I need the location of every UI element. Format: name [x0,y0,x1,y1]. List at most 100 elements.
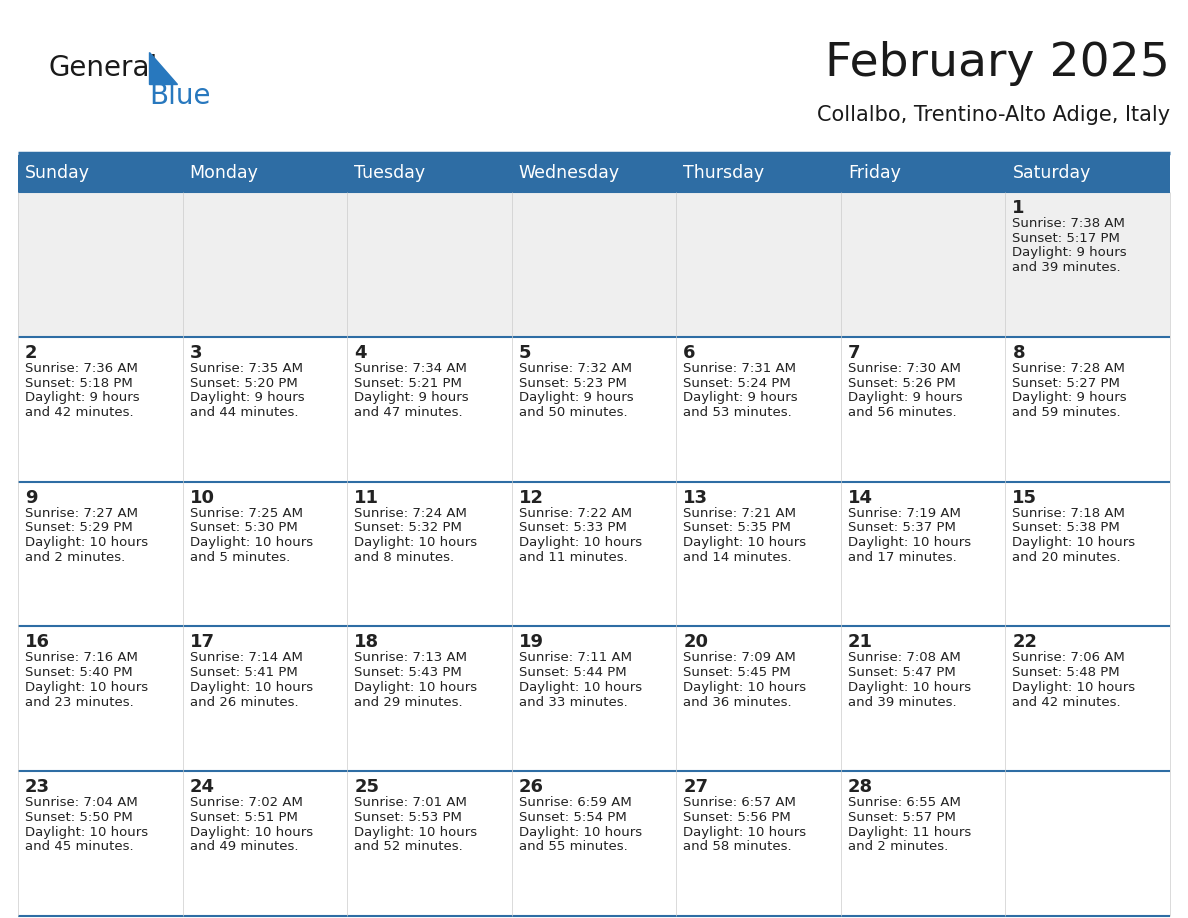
Bar [183,626,347,771]
Text: Daylight: 10 hours: Daylight: 10 hours [354,681,478,694]
Text: Daylight: 9 hours: Daylight: 9 hours [683,391,798,404]
Text: Sunrise: 7:21 AM: Sunrise: 7:21 AM [683,507,796,520]
Text: 7: 7 [848,344,860,362]
Text: and 20 minutes.: and 20 minutes. [1012,551,1121,564]
Text: and 47 minutes.: and 47 minutes. [354,406,463,419]
Bar [18,155,183,192]
Text: Daylight: 10 hours: Daylight: 10 hours [25,681,148,694]
Text: and 36 minutes.: and 36 minutes. [683,696,792,709]
Text: Daylight: 10 hours: Daylight: 10 hours [519,536,642,549]
Bar [347,155,512,192]
Text: Sunset: 5:23 PM: Sunset: 5:23 PM [519,376,626,389]
Text: and 55 minutes.: and 55 minutes. [519,840,627,854]
Bar [676,771,841,916]
Text: February 2025: February 2025 [826,40,1170,85]
Text: Daylight: 10 hours: Daylight: 10 hours [190,536,312,549]
Bar [18,626,183,771]
Text: Sunset: 5:51 PM: Sunset: 5:51 PM [190,811,297,824]
Bar [512,771,676,916]
Text: Saturday: Saturday [1012,164,1091,183]
Text: Sunrise: 7:13 AM: Sunrise: 7:13 AM [354,652,467,665]
Text: and 58 minutes.: and 58 minutes. [683,840,792,854]
Text: Sunset: 5:18 PM: Sunset: 5:18 PM [25,376,133,389]
Bar [841,337,1005,482]
Text: Daylight: 10 hours: Daylight: 10 hours [354,536,478,549]
Text: Sunrise: 7:09 AM: Sunrise: 7:09 AM [683,652,796,665]
Text: 15: 15 [1012,488,1037,507]
Bar [347,192,512,337]
Bar [512,155,676,192]
Text: Daylight: 10 hours: Daylight: 10 hours [848,681,971,694]
Text: 11: 11 [354,488,379,507]
Bar [512,626,676,771]
Text: and 29 minutes.: and 29 minutes. [354,696,463,709]
Text: and 52 minutes.: and 52 minutes. [354,840,463,854]
Text: 1: 1 [1012,199,1025,217]
Text: Sunrise: 7:38 AM: Sunrise: 7:38 AM [1012,217,1125,230]
Text: Sunrise: 7:34 AM: Sunrise: 7:34 AM [354,362,467,375]
Text: Thursday: Thursday [683,164,764,183]
Text: and 42 minutes.: and 42 minutes. [25,406,133,419]
Text: Daylight: 10 hours: Daylight: 10 hours [848,536,971,549]
Text: 2: 2 [25,344,38,362]
Text: 25: 25 [354,778,379,796]
Text: 9: 9 [25,488,38,507]
Text: Sunset: 5:27 PM: Sunset: 5:27 PM [1012,376,1120,389]
Text: Sunset: 5:21 PM: Sunset: 5:21 PM [354,376,462,389]
Bar [676,626,841,771]
Bar [676,192,841,337]
Text: 20: 20 [683,633,708,652]
Text: and 2 minutes.: and 2 minutes. [848,840,948,854]
Bar [841,192,1005,337]
Text: Sunset: 5:50 PM: Sunset: 5:50 PM [25,811,133,824]
Text: and 53 minutes.: and 53 minutes. [683,406,792,419]
Text: Sunset: 5:45 PM: Sunset: 5:45 PM [683,666,791,679]
Bar [18,337,183,482]
Text: 13: 13 [683,488,708,507]
Text: Sunset: 5:33 PM: Sunset: 5:33 PM [519,521,626,534]
Bar [347,771,512,916]
Text: 8: 8 [1012,344,1025,362]
Text: Daylight: 10 hours: Daylight: 10 hours [519,681,642,694]
Text: and 59 minutes.: and 59 minutes. [1012,406,1121,419]
Text: and 49 minutes.: and 49 minutes. [190,840,298,854]
Bar [676,337,841,482]
Text: Sunset: 5:47 PM: Sunset: 5:47 PM [848,666,955,679]
Text: 14: 14 [848,488,873,507]
Text: and 56 minutes.: and 56 minutes. [848,406,956,419]
Text: Sunset: 5:43 PM: Sunset: 5:43 PM [354,666,462,679]
Text: General: General [48,54,157,82]
Text: Sunset: 5:48 PM: Sunset: 5:48 PM [1012,666,1120,679]
Text: Daylight: 10 hours: Daylight: 10 hours [25,825,148,839]
Bar [1005,155,1170,192]
Bar [183,337,347,482]
Text: and 26 minutes.: and 26 minutes. [190,696,298,709]
Bar [841,771,1005,916]
Text: Sunset: 5:24 PM: Sunset: 5:24 PM [683,376,791,389]
Bar [841,482,1005,626]
Text: Daylight: 10 hours: Daylight: 10 hours [683,536,807,549]
Text: and 5 minutes.: and 5 minutes. [190,551,290,564]
Text: 28: 28 [848,778,873,796]
Polygon shape [148,52,177,84]
Text: and 23 minutes.: and 23 minutes. [25,696,134,709]
Text: Sunset: 5:37 PM: Sunset: 5:37 PM [848,521,955,534]
Text: 27: 27 [683,778,708,796]
Text: Sunrise: 7:08 AM: Sunrise: 7:08 AM [848,652,961,665]
Text: Sunset: 5:44 PM: Sunset: 5:44 PM [519,666,626,679]
Bar [1005,626,1170,771]
Bar [1005,771,1170,916]
Text: Sunrise: 7:02 AM: Sunrise: 7:02 AM [190,796,303,809]
Text: 5: 5 [519,344,531,362]
Bar [512,482,676,626]
Text: Sunrise: 7:27 AM: Sunrise: 7:27 AM [25,507,138,520]
Text: Sunset: 5:20 PM: Sunset: 5:20 PM [190,376,297,389]
Bar [347,337,512,482]
Text: Daylight: 11 hours: Daylight: 11 hours [848,825,971,839]
Text: Sunset: 5:30 PM: Sunset: 5:30 PM [190,521,297,534]
Bar [1005,337,1170,482]
Text: 18: 18 [354,633,379,652]
Text: 24: 24 [190,778,215,796]
Text: Sunset: 5:17 PM: Sunset: 5:17 PM [1012,231,1120,245]
Text: and 45 minutes.: and 45 minutes. [25,840,133,854]
